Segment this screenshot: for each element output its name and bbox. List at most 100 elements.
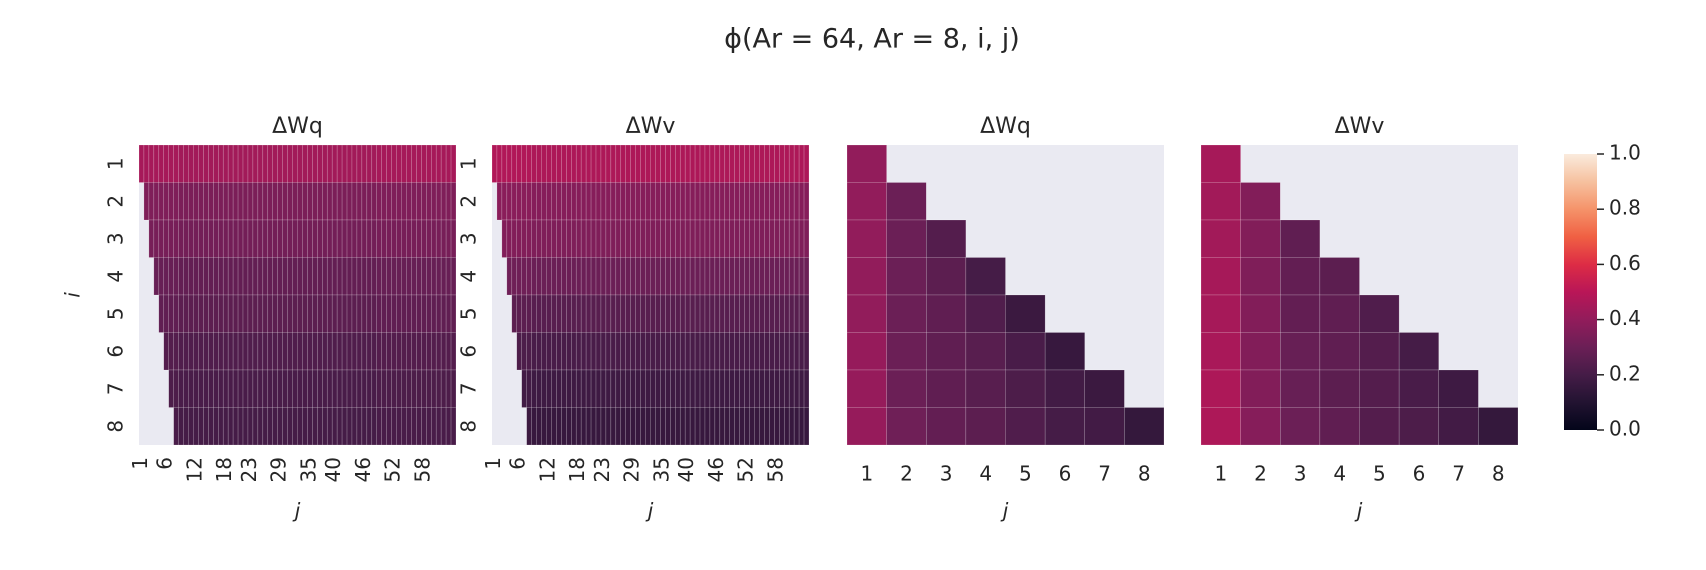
heatmap-cell bbox=[148, 144, 155, 183]
colorbar-tick-label: 0.0 bbox=[1609, 417, 1641, 441]
heatmap-cell bbox=[1398, 407, 1439, 446]
heatmap-cell bbox=[566, 332, 572, 371]
heatmap-cell bbox=[297, 257, 303, 296]
heatmap-cell bbox=[699, 294, 706, 333]
heatmap-cell bbox=[714, 369, 721, 408]
heatmap-cell bbox=[635, 407, 641, 446]
heatmap-cell bbox=[585, 257, 592, 296]
heatmap-cell bbox=[779, 144, 785, 183]
heatmap-cell bbox=[779, 332, 785, 371]
heatmap-cell bbox=[302, 144, 308, 183]
heatmap-cell bbox=[376, 369, 382, 408]
heatmap-cell bbox=[282, 219, 288, 258]
heatmap-cell bbox=[232, 294, 239, 333]
heatmap-cell bbox=[729, 257, 735, 296]
heatmap-cell bbox=[138, 144, 145, 183]
heatmap-cell bbox=[511, 294, 518, 333]
heatmap-cell bbox=[610, 257, 617, 296]
heatmap-cell bbox=[679, 257, 686, 296]
x-tick-label: 52 bbox=[734, 457, 758, 482]
x-axis-label: j bbox=[292, 499, 301, 523]
heatmap-cell bbox=[450, 219, 457, 258]
heatmap-cell bbox=[222, 257, 229, 296]
heatmap-cell bbox=[739, 144, 745, 183]
heatmap-cell bbox=[297, 182, 303, 221]
heatmap-cell bbox=[421, 294, 427, 333]
heatmap-cell bbox=[430, 182, 437, 221]
heatmap-cell bbox=[391, 219, 397, 258]
heatmap-cell bbox=[536, 219, 542, 258]
heatmap-cell bbox=[331, 369, 338, 408]
heatmap-cell bbox=[1044, 332, 1085, 371]
heatmap-cell bbox=[1398, 332, 1439, 371]
heatmap-cell bbox=[440, 219, 447, 258]
heatmap-cell bbox=[426, 144, 432, 183]
heatmap-cell bbox=[675, 219, 681, 258]
heatmap-cell bbox=[561, 182, 567, 221]
heatmap-cell bbox=[1319, 332, 1360, 371]
heatmap-cell bbox=[302, 182, 308, 221]
heatmap-cell bbox=[336, 407, 343, 446]
heatmap-cell bbox=[307, 257, 313, 296]
heatmap-cell bbox=[208, 219, 214, 258]
heatmap-cell bbox=[257, 369, 264, 408]
heatmap-cell bbox=[1240, 182, 1281, 221]
heatmap-cell bbox=[793, 219, 800, 258]
heatmap-cell bbox=[272, 332, 278, 371]
heatmap-cell bbox=[396, 182, 402, 221]
heatmap-cell bbox=[704, 369, 711, 408]
heatmap-cell bbox=[287, 294, 293, 333]
heatmap-cell bbox=[440, 294, 447, 333]
heatmap-cell bbox=[445, 294, 452, 333]
heatmap-cell bbox=[580, 407, 587, 446]
x-tick-label: 40 bbox=[321, 457, 345, 482]
heatmap-cell bbox=[312, 407, 318, 446]
heatmap-cell bbox=[585, 144, 592, 183]
heatmap-cell bbox=[556, 369, 562, 408]
heatmap-cell bbox=[163, 219, 169, 258]
heatmap-cell bbox=[178, 182, 184, 221]
heatmap-cell bbox=[193, 144, 199, 183]
heatmap-cell bbox=[769, 332, 775, 371]
heatmap-cell bbox=[227, 407, 234, 446]
heatmap-cell bbox=[665, 332, 671, 371]
heatmap-cell bbox=[445, 144, 452, 183]
heatmap-cell bbox=[317, 182, 323, 221]
panel-title: ΔWv bbox=[1335, 114, 1385, 139]
heatmap-cell bbox=[689, 219, 696, 258]
heatmap-cell bbox=[188, 257, 194, 296]
heatmap-cell bbox=[178, 144, 184, 183]
heatmap-cell bbox=[783, 294, 790, 333]
heatmap-cell bbox=[566, 219, 572, 258]
heatmap-cell bbox=[774, 369, 780, 408]
heatmap-cell bbox=[556, 182, 562, 221]
heatmap-cell bbox=[435, 407, 442, 446]
heatmap-cell bbox=[307, 219, 313, 258]
heatmap-cell bbox=[183, 182, 189, 221]
heatmap-cell bbox=[526, 144, 532, 183]
heatmap-cell bbox=[183, 144, 189, 183]
heatmap-cell bbox=[571, 369, 577, 408]
heatmap-cell bbox=[222, 219, 229, 258]
heatmap-cell bbox=[610, 219, 617, 258]
x-tick-label: 6 bbox=[153, 457, 177, 470]
heatmap-cell bbox=[595, 369, 602, 408]
heatmap-cell bbox=[183, 407, 189, 446]
heatmap-cell bbox=[926, 219, 967, 258]
heatmap-cell bbox=[203, 219, 209, 258]
heatmap-cell bbox=[650, 182, 656, 221]
heatmap-cell bbox=[158, 144, 165, 183]
heatmap-cell bbox=[566, 407, 572, 446]
heatmap-cell bbox=[590, 369, 597, 408]
y-tick-label: 3 bbox=[457, 232, 481, 245]
heatmap-cell bbox=[645, 407, 651, 446]
heatmap-cell bbox=[222, 332, 229, 371]
heatmap-cell bbox=[440, 332, 447, 371]
heatmap-cell bbox=[376, 144, 382, 183]
heatmap-cell bbox=[650, 369, 656, 408]
heatmap-cell bbox=[645, 294, 651, 333]
heatmap-cell bbox=[242, 407, 249, 446]
heatmap-cell bbox=[566, 144, 572, 183]
heatmap-cell bbox=[297, 294, 303, 333]
heatmap-cell bbox=[541, 369, 547, 408]
